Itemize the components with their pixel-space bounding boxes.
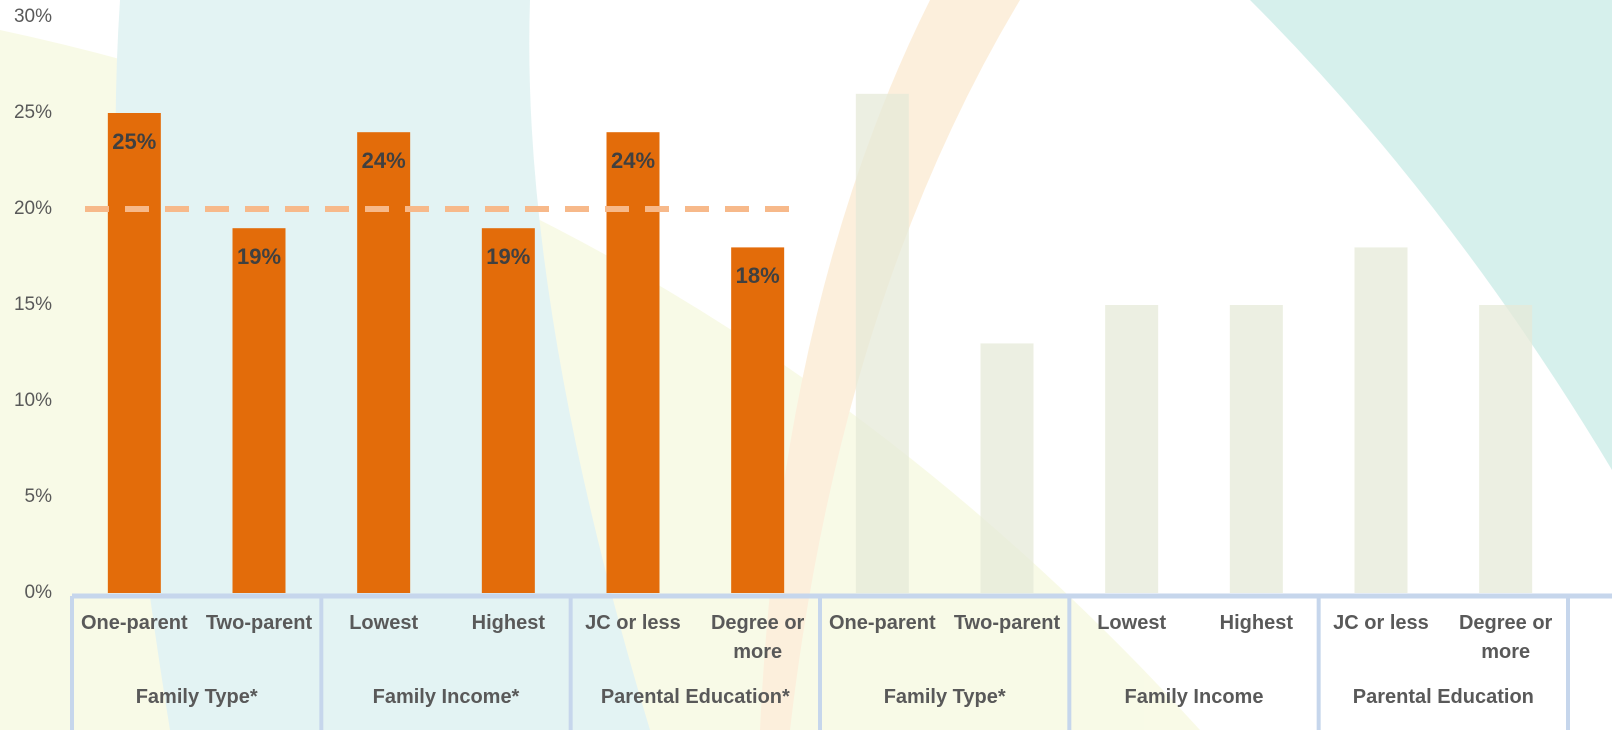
bar bbox=[855, 93, 909, 594]
bar bbox=[1479, 305, 1533, 593]
group-label: Family Income* bbox=[372, 686, 520, 708]
bar bbox=[232, 228, 286, 593]
y-tick-label: 30% bbox=[14, 6, 52, 27]
x-tick-label: Degree or more bbox=[1458, 612, 1553, 663]
group-label: Family Type* bbox=[883, 686, 1006, 708]
x-tick-label: Two-parent bbox=[953, 612, 1061, 634]
group-label: Parental Education* bbox=[600, 686, 790, 708]
bar bbox=[1229, 305, 1283, 593]
y-tick-label: 15% bbox=[14, 294, 52, 315]
x-tick-label: Lowest bbox=[1097, 612, 1167, 634]
y-tick-label: 10% bbox=[14, 390, 52, 411]
bar bbox=[606, 132, 660, 593]
x-tick-label: One-parent bbox=[80, 612, 188, 634]
group-label: Parental Education bbox=[1352, 686, 1534, 708]
bar bbox=[980, 343, 1034, 593]
group-label: Family Income bbox=[1124, 686, 1264, 708]
data-label: 25% bbox=[112, 129, 156, 154]
y-tick-label: 20% bbox=[14, 198, 52, 219]
bar bbox=[731, 247, 785, 593]
y-tick-label: 5% bbox=[25, 486, 53, 507]
data-label: 19% bbox=[237, 244, 281, 269]
x-tick-label: Lowest bbox=[349, 612, 419, 634]
bar bbox=[107, 113, 161, 593]
bar bbox=[357, 132, 411, 593]
bar bbox=[1105, 305, 1159, 593]
y-tick-label: 25% bbox=[14, 102, 52, 123]
x-tick-label: JC or less bbox=[585, 612, 681, 634]
x-tick-label: JC or less bbox=[1333, 612, 1429, 634]
x-tick-label: One-parent bbox=[828, 612, 936, 634]
x-tick-label: Highest bbox=[471, 612, 545, 634]
x-tick-label: Two-parent bbox=[205, 612, 313, 634]
group-label: Family Type* bbox=[135, 686, 258, 708]
swoosh bbox=[1250, 0, 1612, 470]
bar bbox=[1354, 247, 1408, 593]
x-tick-label: Degree or more bbox=[710, 612, 805, 663]
bar bbox=[481, 228, 535, 593]
data-label: 19% bbox=[486, 244, 530, 269]
data-label: 24% bbox=[611, 148, 655, 173]
data-label: 18% bbox=[736, 263, 780, 288]
y-tick-label: 0% bbox=[25, 582, 53, 603]
x-tick-label: Highest bbox=[1219, 612, 1293, 634]
data-label: 24% bbox=[362, 148, 406, 173]
